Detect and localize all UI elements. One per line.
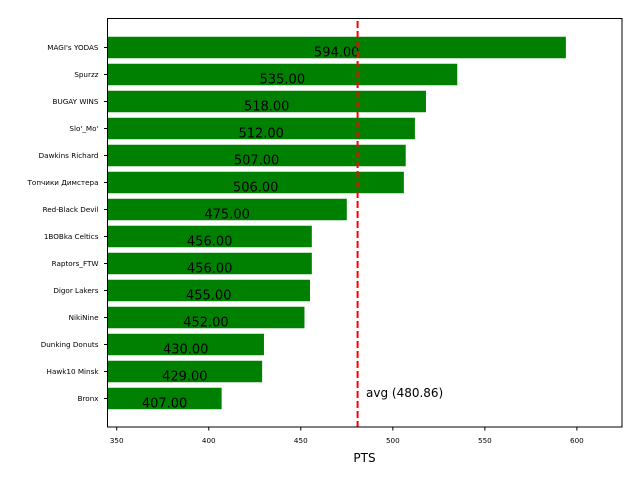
y-tick-label: Bronx <box>78 394 100 403</box>
y-tick-label: Red-Black Devil <box>43 205 99 214</box>
bar <box>107 198 347 221</box>
y-tick-label: Dawkins Richard <box>39 151 99 160</box>
bar-value-label: 512.00 <box>238 127 284 142</box>
bar-value-label: 407.00 <box>142 397 188 412</box>
bar <box>107 360 263 383</box>
y-tick-label: Digor Lakers <box>53 286 98 295</box>
bar-value-label: 594.00 <box>314 46 360 61</box>
bar-value-label: 452.00 <box>183 316 229 331</box>
x-axis-label: PTS <box>353 451 375 465</box>
y-tick-label: Raptors_FTW <box>52 259 99 268</box>
bar-value-label: 507.00 <box>234 154 280 169</box>
y-tick-label: Slo'_Mo' <box>69 124 98 133</box>
bar-value-label: 455.00 <box>186 289 232 304</box>
bar-value-label: 535.00 <box>260 73 306 88</box>
x-tick-label: 500 <box>386 436 400 445</box>
bar <box>107 333 264 356</box>
bar <box>107 252 312 275</box>
bar <box>107 171 404 194</box>
x-tick-label: 400 <box>202 436 216 445</box>
x-tick-label: 550 <box>478 436 492 445</box>
bar <box>107 306 305 329</box>
bar <box>107 36 566 59</box>
bar <box>107 144 406 167</box>
bar-value-label: 456.00 <box>187 235 233 250</box>
y-tick-label: Spurzz <box>74 70 98 79</box>
bar-value-label: 518.00 <box>244 100 290 115</box>
bar <box>107 387 222 410</box>
bar-value-label: 456.00 <box>187 262 233 277</box>
y-tick-label: MAGI's YODAS <box>47 43 99 52</box>
y-tick-label: 1BOBka Celtics <box>44 232 99 241</box>
x-tick-label: 600 <box>570 436 584 445</box>
y-tick-label: Топчики Димстера <box>27 178 99 187</box>
average-line-label: avg (480.86) <box>366 386 443 400</box>
bar-value-labels: 594.00 535.00 518.00 512.00 507.00 506.00 475.… <box>142 46 360 412</box>
bar-value-label: 430.00 <box>163 343 209 358</box>
y-tick-label: BUGAY WINS <box>53 97 99 106</box>
y-axis: MAGI's YODAS Spurzz BUGAY WINS Slo'_Mo' Dawk… <box>27 43 108 403</box>
bar <box>107 63 458 86</box>
x-axis: 350 400 450 500 550 600 <box>110 427 584 445</box>
x-tick-label: 350 <box>110 436 124 445</box>
bar <box>107 90 426 113</box>
bar-value-label: 429.00 <box>162 370 208 385</box>
bars-group <box>107 36 566 410</box>
bar <box>107 279 310 302</box>
y-tick-label: NikiNine <box>69 313 99 322</box>
bar <box>107 117 415 140</box>
bar-value-label: 506.00 <box>233 181 279 196</box>
bar-value-label: 475.00 <box>204 208 250 223</box>
y-tick-label: Dunking Donuts <box>41 340 99 349</box>
plot-frame <box>107 18 623 428</box>
x-tick-label: 450 <box>294 436 308 445</box>
y-tick-label: Hawk10 Minsk <box>47 367 100 376</box>
bar <box>107 225 312 248</box>
